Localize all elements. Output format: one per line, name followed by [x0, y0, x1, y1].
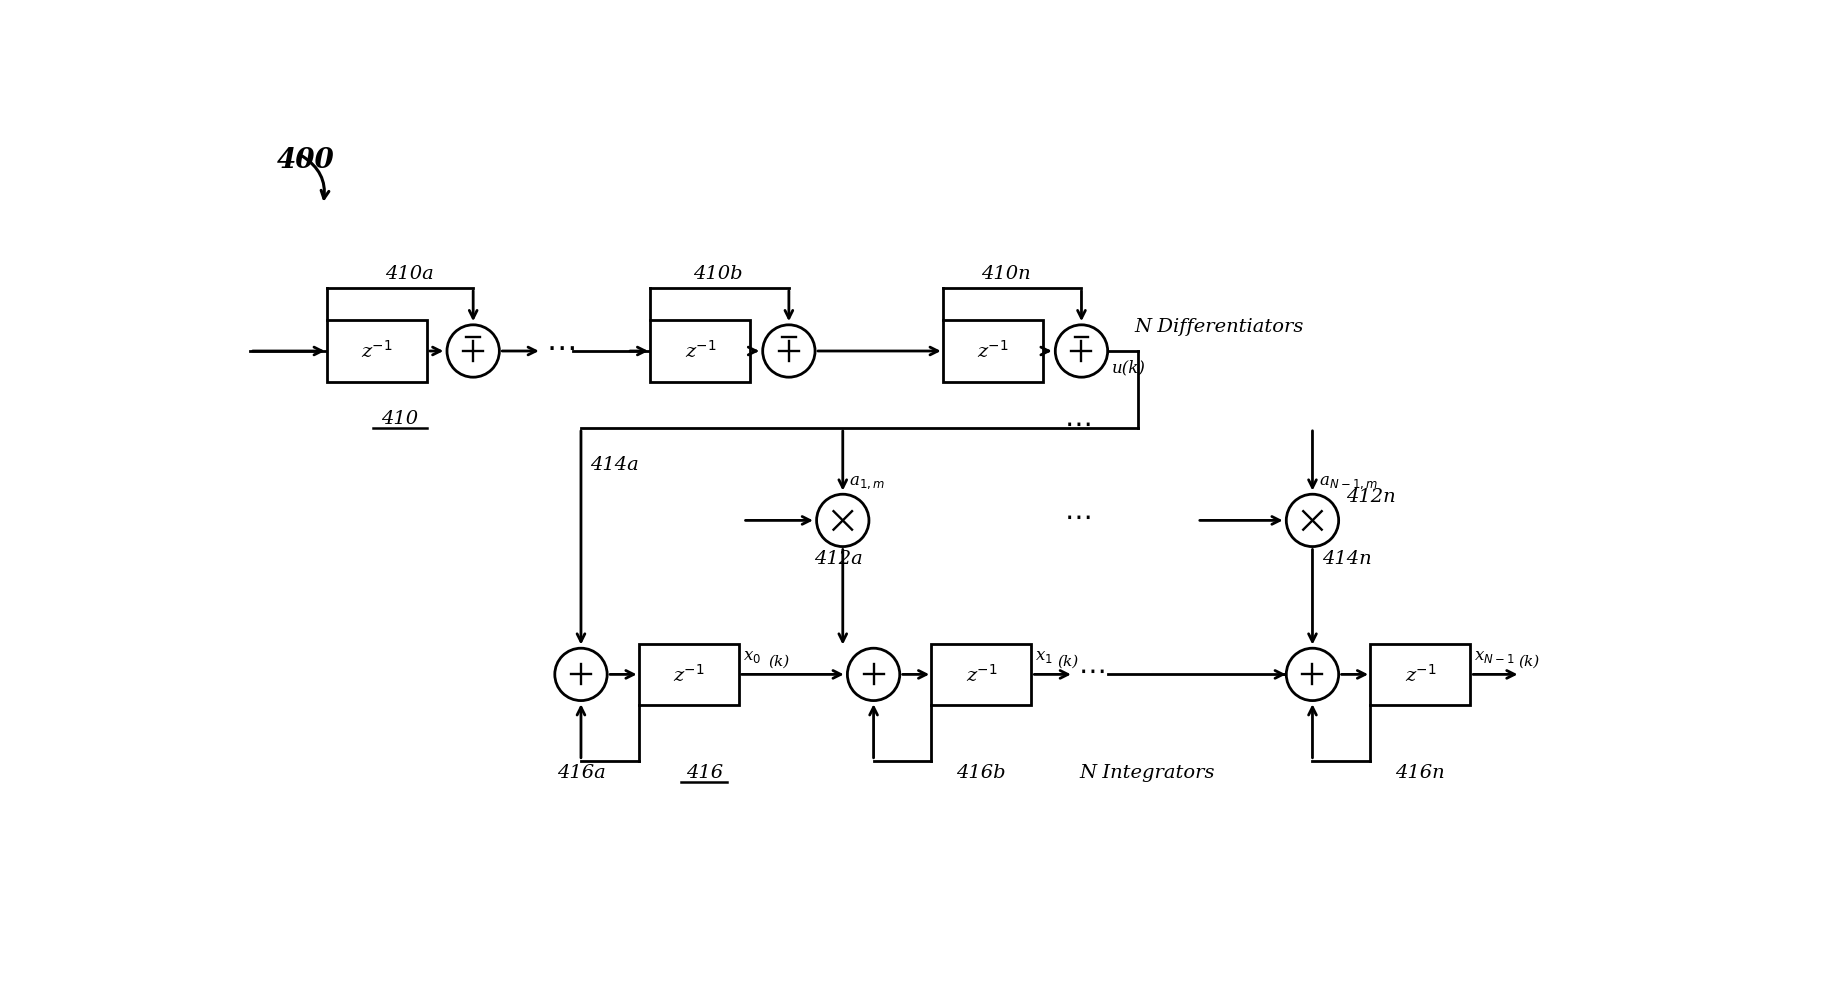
Text: (k): (k) — [769, 654, 789, 668]
Bar — [651, 320, 750, 382]
Circle shape — [447, 325, 500, 377]
Text: 412n: 412n — [1346, 488, 1396, 506]
Text: 416a: 416a — [557, 764, 605, 782]
Circle shape — [1056, 325, 1107, 377]
Circle shape — [555, 648, 607, 701]
Text: $\cdots$: $\cdots$ — [1065, 410, 1091, 438]
Text: 410: 410 — [381, 410, 419, 428]
Text: z$^{-1}$: z$^{-1}$ — [977, 340, 1008, 362]
Text: z$^{-1}$: z$^{-1}$ — [684, 340, 715, 362]
Text: 416n: 416n — [1396, 764, 1445, 782]
Circle shape — [1285, 494, 1339, 547]
Bar — [1370, 644, 1471, 705]
Text: 416b: 416b — [956, 764, 1006, 782]
Bar — [638, 644, 739, 705]
Text: 414a: 414a — [590, 456, 638, 474]
Text: u(k): u(k) — [1111, 360, 1146, 377]
Text: z$^{-1}$: z$^{-1}$ — [1405, 663, 1436, 685]
Text: 410n: 410n — [982, 265, 1032, 283]
Text: a$_{N-1,m}$: a$_{N-1,m}$ — [1319, 474, 1377, 491]
Text: $\cdots$: $\cdots$ — [1065, 503, 1091, 531]
Text: 410a: 410a — [384, 265, 434, 283]
Text: x$_{0}$: x$_{0}$ — [743, 648, 761, 665]
Text: N Differentiators: N Differentiators — [1135, 318, 1304, 336]
Text: a$_{1,m}$: a$_{1,m}$ — [850, 474, 885, 491]
Circle shape — [817, 494, 870, 547]
Text: (k): (k) — [1517, 654, 1539, 668]
Text: (k): (k) — [1057, 654, 1078, 668]
Text: 414n: 414n — [1322, 550, 1372, 568]
Text: 400: 400 — [278, 147, 335, 174]
Text: z$^{-1}$: z$^{-1}$ — [965, 663, 997, 685]
Text: x$_{N-1}$: x$_{N-1}$ — [1475, 648, 1515, 665]
Text: 412a: 412a — [815, 550, 862, 568]
Text: 416: 416 — [686, 764, 723, 782]
Text: z$^{-1}$: z$^{-1}$ — [360, 340, 394, 362]
Circle shape — [763, 325, 815, 377]
Bar — [943, 320, 1043, 382]
Text: N Integrators: N Integrators — [1079, 764, 1216, 782]
Text: z$^{-1}$: z$^{-1}$ — [673, 663, 704, 685]
Text: $\cdots$: $\cdots$ — [546, 333, 574, 362]
Circle shape — [1285, 648, 1339, 701]
Bar — [931, 644, 1032, 705]
Text: $\cdots$: $\cdots$ — [1078, 657, 1103, 685]
Text: 410b: 410b — [693, 265, 743, 283]
Circle shape — [848, 648, 899, 701]
Bar — [327, 320, 427, 382]
Text: x$_{1}$: x$_{1}$ — [1035, 648, 1054, 665]
